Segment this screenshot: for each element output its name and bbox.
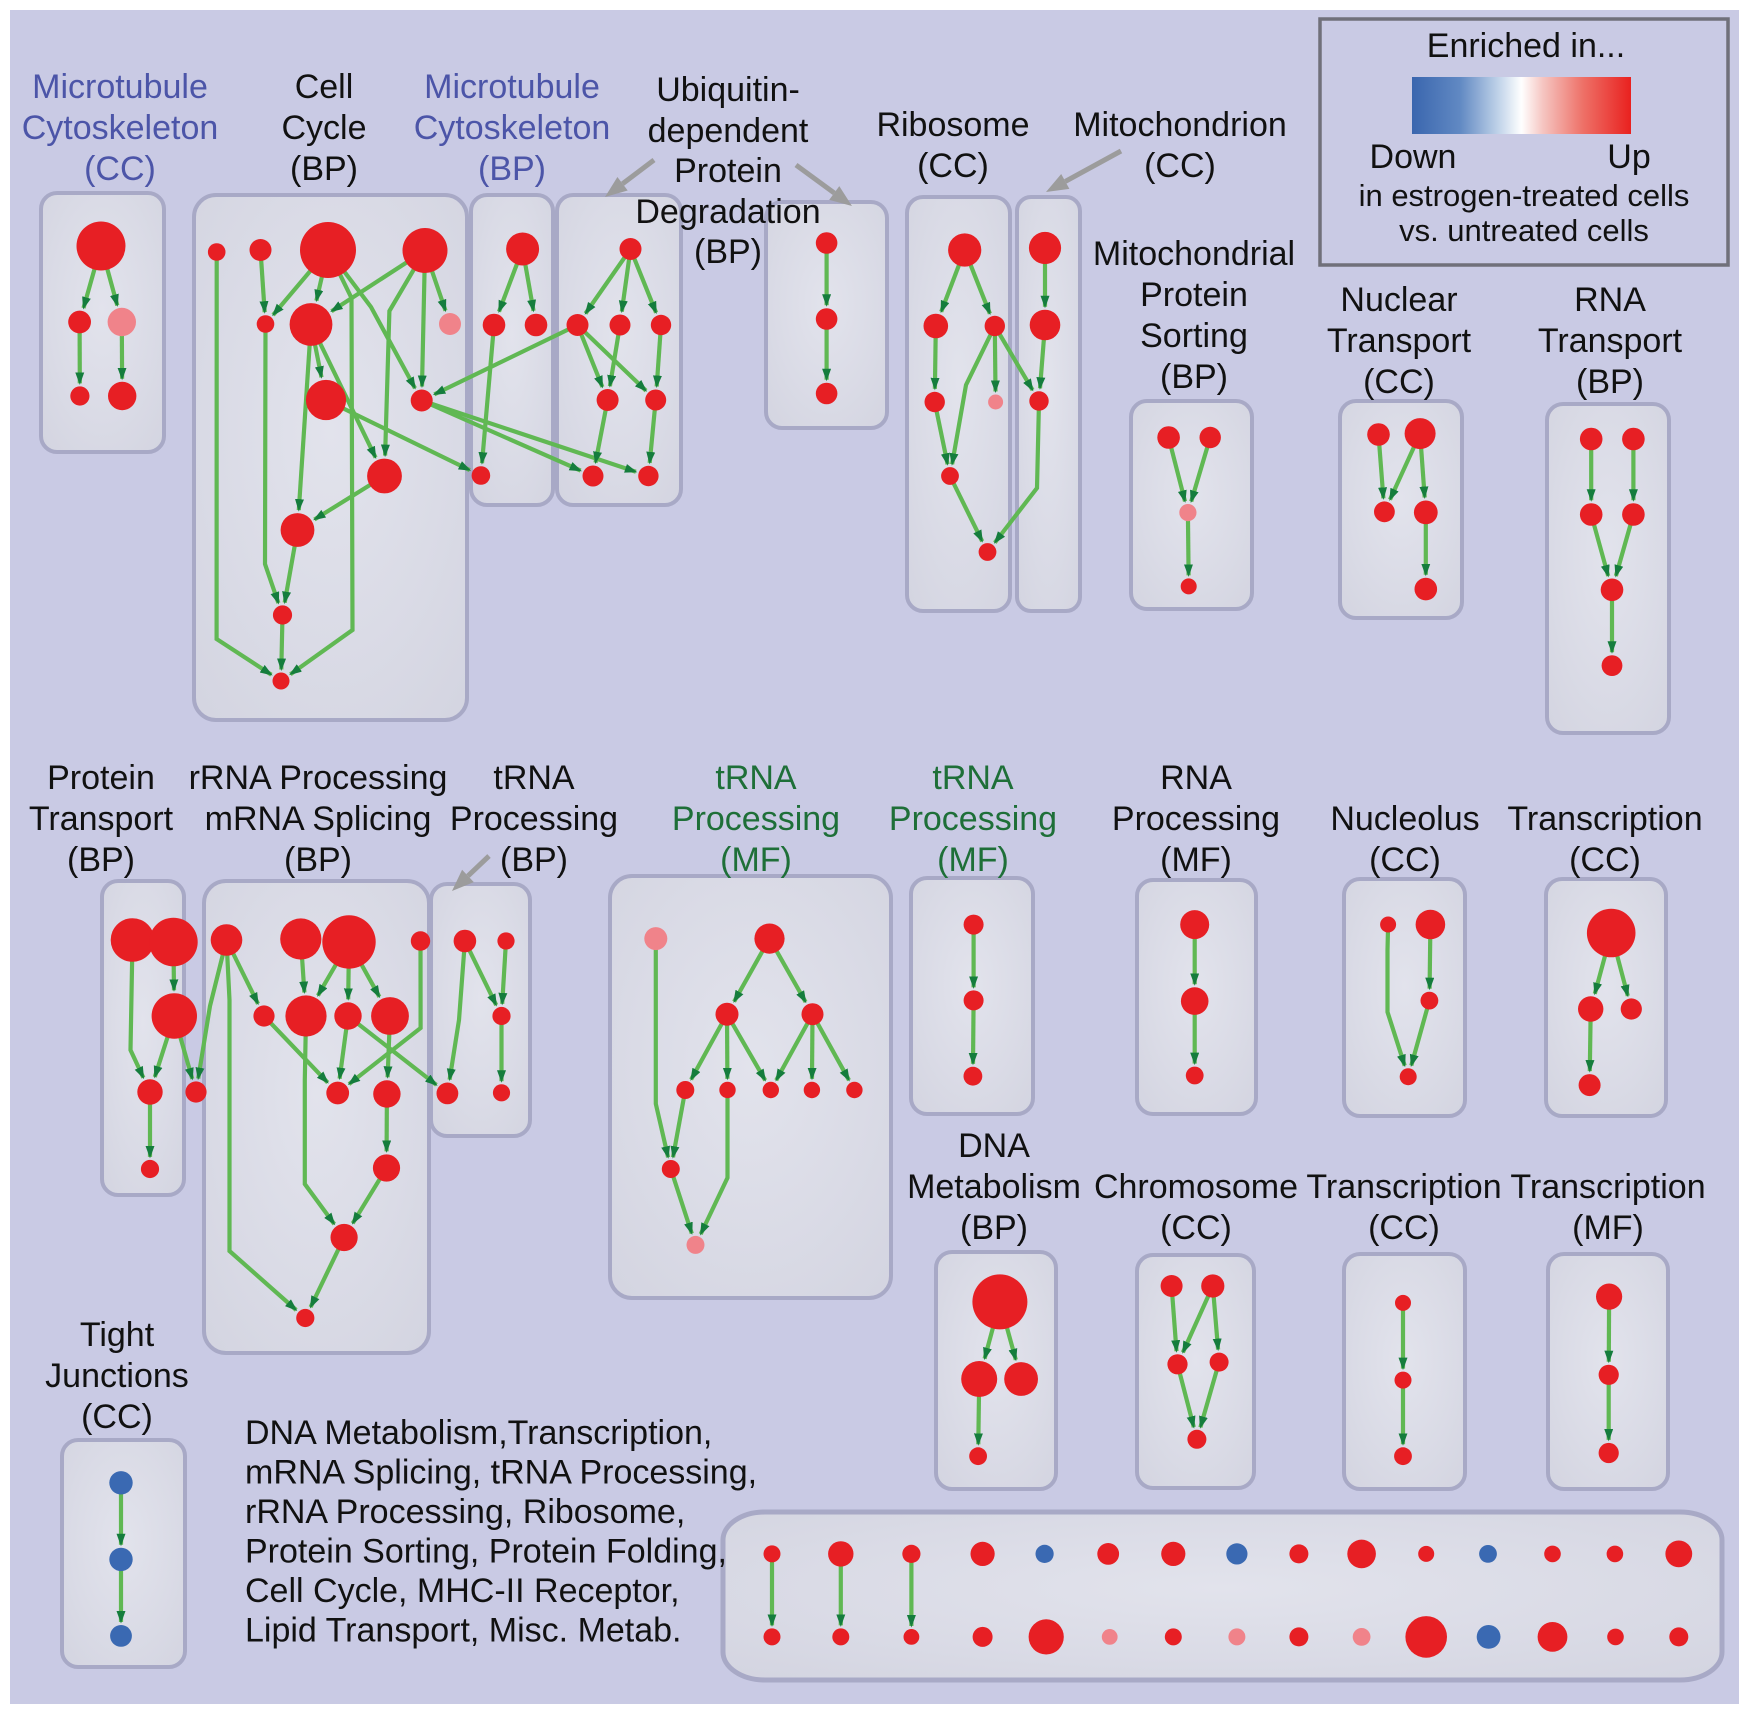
svg-text:Protein: Protein xyxy=(674,152,782,190)
svg-text:Degradation: Degradation xyxy=(635,193,820,231)
svg-text:(CC): (CC) xyxy=(917,147,989,185)
svg-text:Processing: Processing xyxy=(1112,800,1280,838)
svg-text:Metabolism: Metabolism xyxy=(907,1168,1081,1206)
svg-text:tRNA: tRNA xyxy=(715,759,797,797)
svg-text:Enriched in...: Enriched in... xyxy=(1427,27,1625,65)
svg-text:Protein: Protein xyxy=(1140,276,1248,314)
svg-text:(CC): (CC) xyxy=(1160,1209,1232,1247)
svg-text:Ubiquitin-: Ubiquitin- xyxy=(656,71,800,109)
svg-text:(MF): (MF) xyxy=(720,841,792,879)
svg-text:DNA: DNA xyxy=(958,1127,1030,1165)
svg-text:(CC): (CC) xyxy=(1369,841,1441,879)
svg-text:(CC): (CC) xyxy=(81,1398,153,1436)
svg-text:(MF): (MF) xyxy=(937,841,1009,879)
svg-text:RNA: RNA xyxy=(1160,759,1232,797)
svg-text:rRNA Processing: rRNA Processing xyxy=(189,759,448,797)
svg-text:(CC): (CC) xyxy=(1569,841,1641,879)
svg-text:(BP): (BP) xyxy=(1160,358,1228,396)
svg-text:(CC): (CC) xyxy=(1144,147,1216,185)
svg-text:mRNA Splicing, tRNA Processing: mRNA Splicing, tRNA Processing, xyxy=(245,1454,757,1492)
svg-text:Protein Sorting, Protein Foldi: Protein Sorting, Protein Folding, xyxy=(245,1533,727,1571)
svg-text:mRNA Splicing: mRNA Splicing xyxy=(205,800,432,838)
svg-text:(BP): (BP) xyxy=(478,150,546,188)
svg-text:Nuclear: Nuclear xyxy=(1340,281,1457,319)
svg-text:Microtubule: Microtubule xyxy=(424,68,600,106)
svg-text:Ribosome: Ribosome xyxy=(876,106,1029,144)
svg-text:Nucleolus: Nucleolus xyxy=(1330,800,1479,838)
svg-text:tRNA: tRNA xyxy=(493,759,575,797)
svg-text:(CC): (CC) xyxy=(1363,363,1435,401)
svg-text:(BP): (BP) xyxy=(500,841,568,879)
svg-text:Up: Up xyxy=(1607,138,1650,176)
svg-text:(MF): (MF) xyxy=(1160,841,1232,879)
svg-text:rRNA Processing, Ribosome,: rRNA Processing, Ribosome, xyxy=(245,1493,685,1531)
svg-text:Chromosome: Chromosome xyxy=(1094,1168,1298,1206)
svg-text:Cell: Cell xyxy=(295,68,354,106)
svg-text:Transport: Transport xyxy=(1538,322,1683,360)
svg-text:RNA: RNA xyxy=(1574,281,1646,319)
svg-text:Microtubule: Microtubule xyxy=(32,68,208,106)
svg-text:tRNA: tRNA xyxy=(932,759,1014,797)
svg-text:(CC): (CC) xyxy=(1368,1209,1440,1247)
svg-text:Lipid Transport, Misc. Metab.: Lipid Transport, Misc. Metab. xyxy=(245,1612,682,1650)
svg-text:Processing: Processing xyxy=(450,800,618,838)
svg-text:Mitochondrial: Mitochondrial xyxy=(1093,235,1295,273)
svg-text:Transcription: Transcription xyxy=(1507,800,1702,838)
svg-text:(BP): (BP) xyxy=(290,150,358,188)
svg-text:(BP): (BP) xyxy=(67,841,135,879)
svg-text:Mitochondrion: Mitochondrion xyxy=(1073,106,1287,144)
svg-text:Transcription: Transcription xyxy=(1306,1168,1501,1206)
svg-text:(MF): (MF) xyxy=(1572,1209,1644,1247)
svg-text:Cytoskeleton: Cytoskeleton xyxy=(22,109,219,147)
svg-text:Processing: Processing xyxy=(889,800,1057,838)
svg-text:vs. untreated cells: vs. untreated cells xyxy=(1399,213,1649,248)
svg-text:Cell Cycle, MHC-II Receptor,: Cell Cycle, MHC-II Receptor, xyxy=(245,1572,680,1610)
svg-text:Processing: Processing xyxy=(672,800,840,838)
svg-text:Transport: Transport xyxy=(1327,322,1472,360)
svg-text:Junctions: Junctions xyxy=(45,1357,189,1395)
svg-text:Down: Down xyxy=(1370,138,1457,176)
svg-text:Protein: Protein xyxy=(47,759,155,797)
svg-text:Transport: Transport xyxy=(29,800,174,838)
svg-text:(CC): (CC) xyxy=(84,150,156,188)
svg-text:(BP): (BP) xyxy=(284,841,352,879)
svg-text:Cycle: Cycle xyxy=(281,109,366,147)
svg-text:(BP): (BP) xyxy=(694,233,762,271)
svg-text:in estrogen-treated cells: in estrogen-treated cells xyxy=(1359,178,1690,213)
svg-text:Tight: Tight xyxy=(80,1316,155,1354)
svg-text:Cytoskeleton: Cytoskeleton xyxy=(414,109,611,147)
svg-text:dependent: dependent xyxy=(648,112,809,150)
svg-text:DNA Metabolism,Transcription,: DNA Metabolism,Transcription, xyxy=(245,1414,712,1452)
svg-text:(BP): (BP) xyxy=(960,1209,1028,1247)
svg-text:Transcription: Transcription xyxy=(1510,1168,1705,1206)
svg-text:Sorting: Sorting xyxy=(1140,317,1248,355)
svg-text:(BP): (BP) xyxy=(1576,363,1644,401)
